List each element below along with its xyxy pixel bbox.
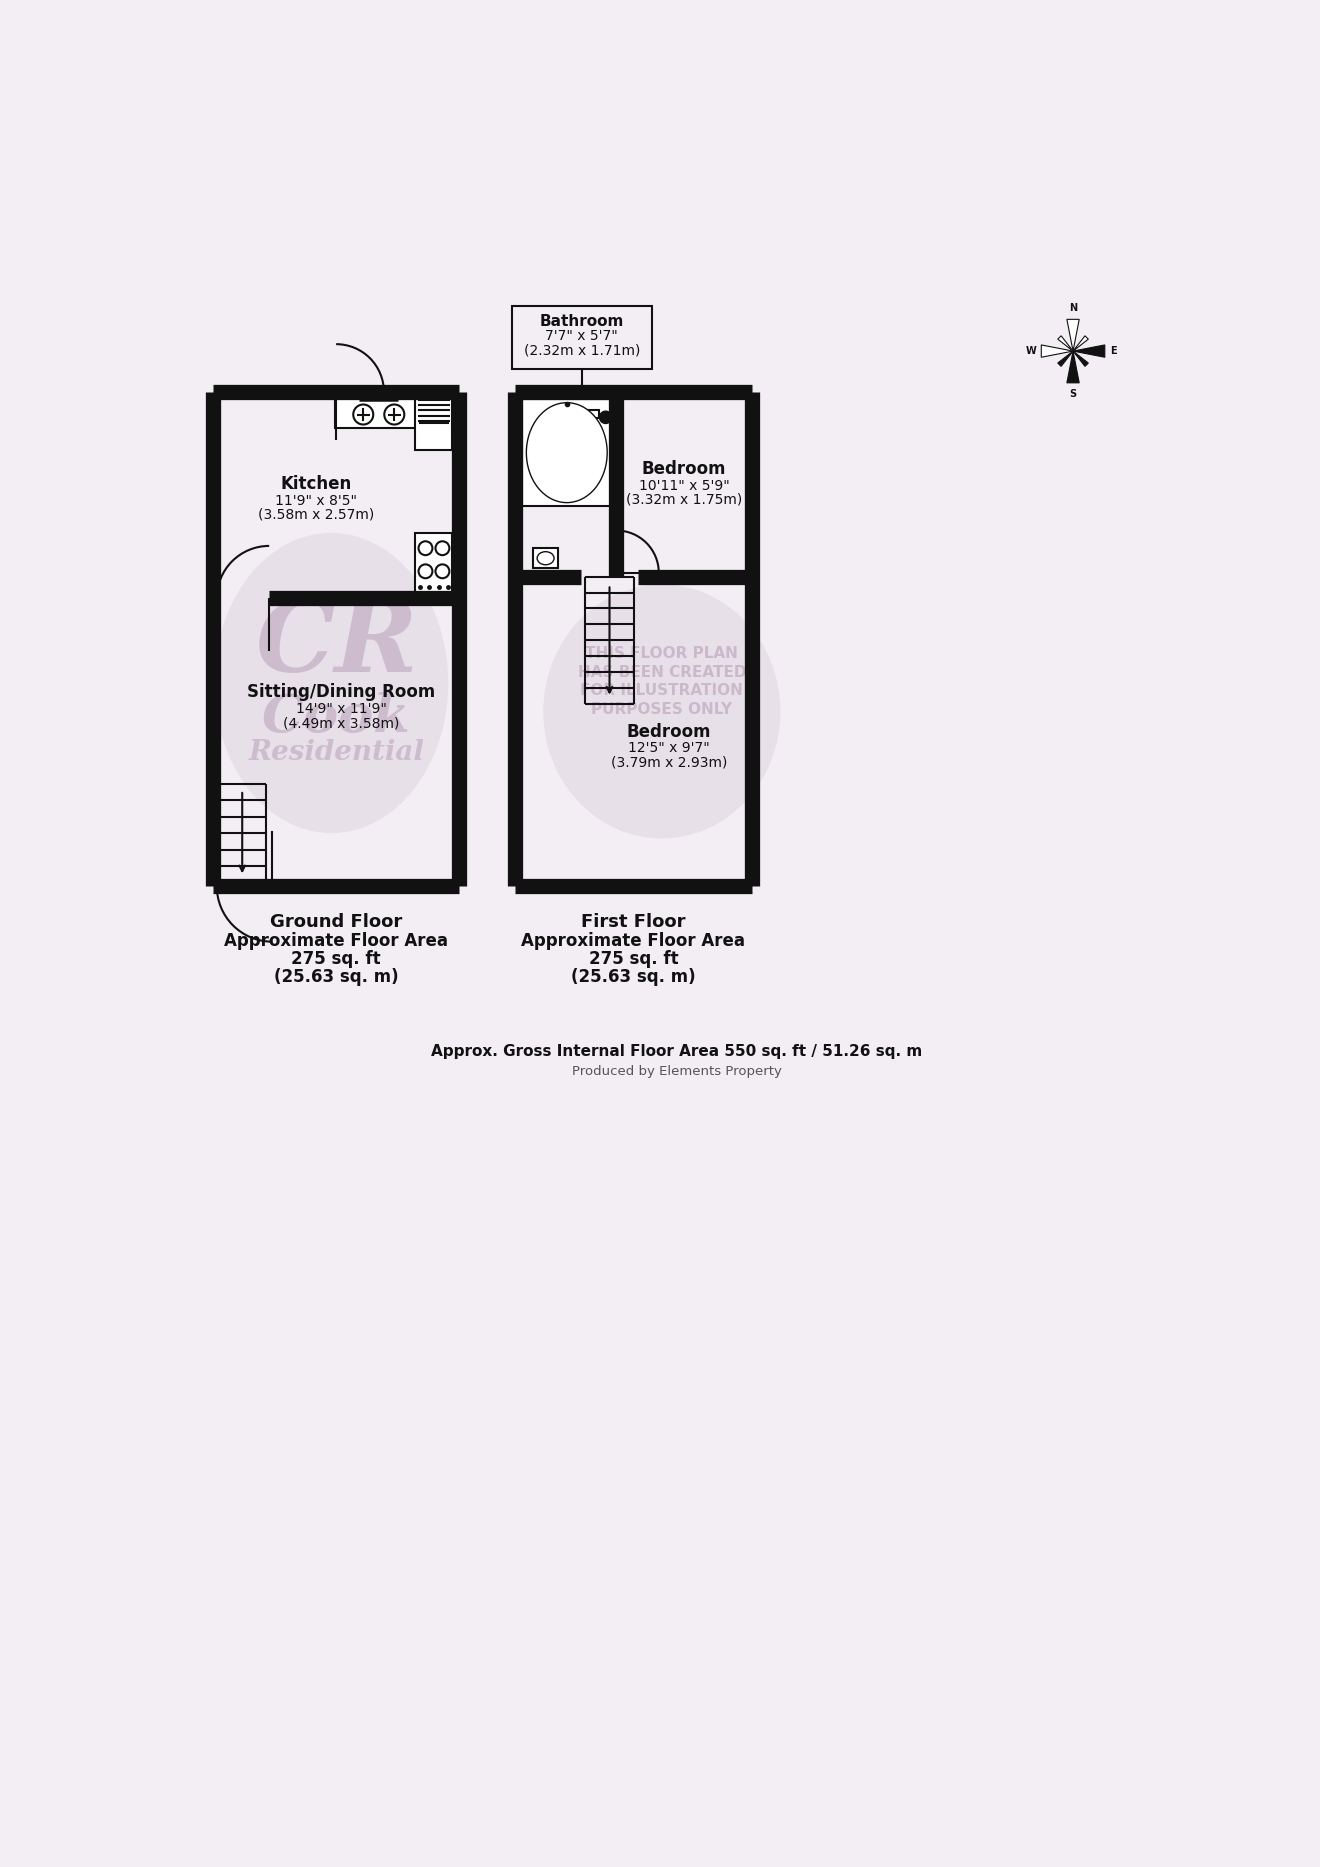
Text: (25.63 sq. m): (25.63 sq. m)	[273, 967, 399, 986]
Polygon shape	[1073, 336, 1089, 351]
Circle shape	[354, 405, 374, 424]
Circle shape	[436, 564, 449, 579]
Text: Ground Floor: Ground Floor	[271, 913, 403, 932]
Circle shape	[418, 564, 433, 579]
Ellipse shape	[544, 584, 780, 838]
Text: 10'11" x 5'9": 10'11" x 5'9"	[639, 478, 730, 493]
Text: Produced by Elements Property: Produced by Elements Property	[572, 1066, 781, 1079]
Text: First Floor: First Floor	[581, 913, 685, 932]
Text: N: N	[1069, 302, 1077, 314]
Circle shape	[384, 405, 404, 424]
Text: Residential: Residential	[248, 739, 424, 765]
Text: THIS FLOOR PLAN: THIS FLOOR PLAN	[585, 646, 738, 661]
Text: (25.63 sq. m): (25.63 sq. m)	[572, 967, 696, 986]
Bar	[334, 396, 454, 428]
Bar	[533, 549, 558, 568]
Text: Kitchen: Kitchen	[281, 474, 352, 493]
Polygon shape	[1057, 351, 1073, 366]
Text: (3.32m x 1.75m): (3.32m x 1.75m)	[626, 493, 742, 506]
Bar	[416, 396, 453, 450]
Polygon shape	[1041, 345, 1073, 357]
Text: W: W	[1026, 345, 1036, 357]
Polygon shape	[1067, 351, 1080, 383]
Text: 11'9" x 8'5": 11'9" x 8'5"	[276, 493, 358, 508]
Text: 7'7" x 5'7": 7'7" x 5'7"	[545, 329, 618, 344]
Bar	[512, 306, 652, 370]
Text: (3.79m x 2.93m): (3.79m x 2.93m)	[611, 756, 727, 769]
Text: (3.58m x 2.57m): (3.58m x 2.57m)	[259, 508, 375, 521]
Text: Bedroom: Bedroom	[642, 459, 726, 478]
Text: 14'9" x 11'9": 14'9" x 11'9"	[296, 702, 387, 717]
Text: Approximate Floor Area: Approximate Floor Area	[224, 932, 449, 950]
Circle shape	[418, 541, 433, 554]
Text: E: E	[1110, 345, 1117, 357]
Text: (2.32m x 1.71m): (2.32m x 1.71m)	[524, 344, 640, 357]
Text: FOR ILLUSTRATION: FOR ILLUSTRATION	[581, 683, 743, 698]
Text: Sitting/Dining Room: Sitting/Dining Room	[247, 683, 436, 702]
Text: S: S	[1069, 388, 1077, 400]
Bar	[521, 400, 611, 506]
Ellipse shape	[537, 551, 554, 564]
Polygon shape	[1057, 336, 1073, 351]
Text: 275 sq. ft: 275 sq. ft	[292, 950, 381, 969]
Text: 275 sq. ft: 275 sq. ft	[589, 950, 678, 969]
Ellipse shape	[214, 532, 449, 833]
Ellipse shape	[527, 403, 607, 502]
Text: Approximate Floor Area: Approximate Floor Area	[521, 932, 746, 950]
Polygon shape	[1073, 351, 1089, 366]
Bar	[577, 409, 599, 418]
Text: PURPOSES ONLY: PURPOSES ONLY	[591, 702, 733, 717]
Polygon shape	[1073, 345, 1105, 357]
Circle shape	[436, 541, 449, 554]
Bar	[416, 532, 453, 594]
Text: (4.49m x 3.58m): (4.49m x 3.58m)	[282, 717, 399, 730]
Circle shape	[599, 411, 611, 424]
Text: Cook: Cook	[261, 693, 411, 743]
Ellipse shape	[577, 418, 599, 444]
Text: Bathroom: Bathroom	[540, 314, 624, 329]
Text: Bedroom: Bedroom	[627, 723, 711, 741]
Polygon shape	[1067, 319, 1080, 351]
Text: Approx. Gross Internal Floor Area 550 sq. ft / 51.26 sq. m: Approx. Gross Internal Floor Area 550 sq…	[430, 1044, 923, 1059]
Text: CR: CR	[255, 596, 417, 693]
Text: HAS BEEN CREATED: HAS BEEN CREATED	[578, 665, 746, 680]
Text: 12'5" x 9'7": 12'5" x 9'7"	[628, 741, 710, 756]
